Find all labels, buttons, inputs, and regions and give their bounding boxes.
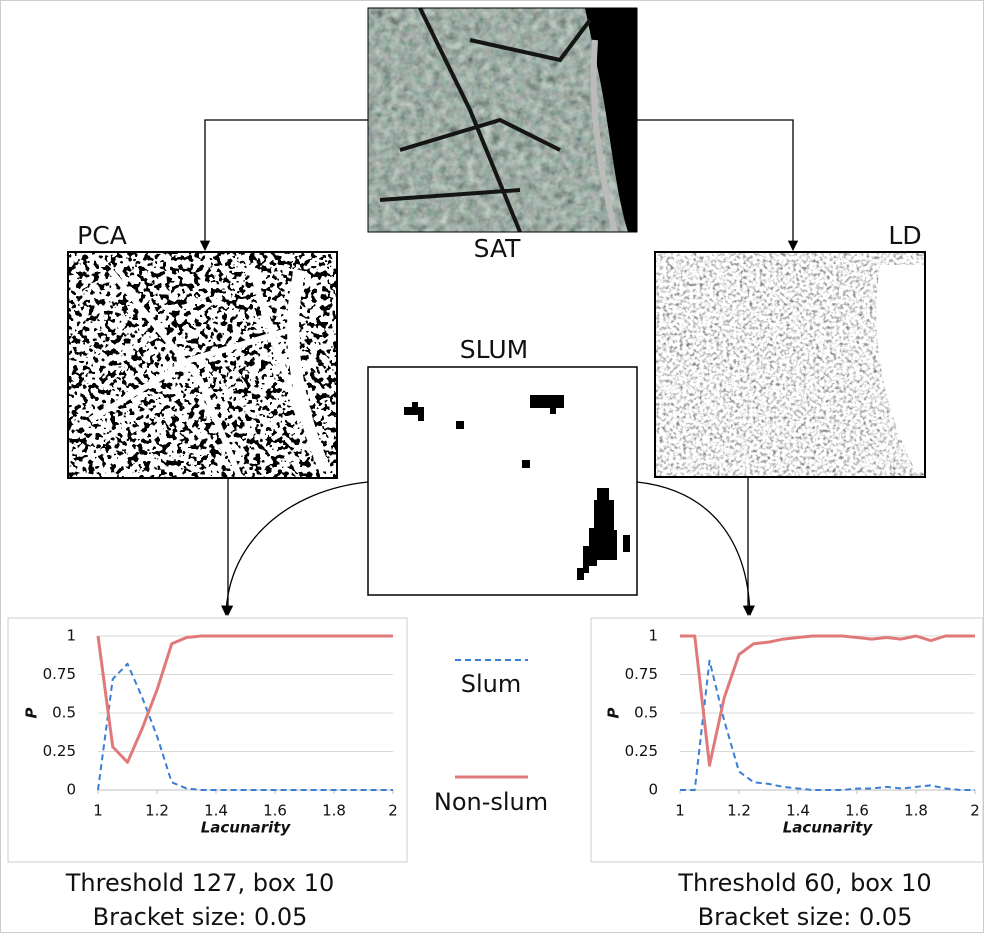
connectors	[199, 119, 799, 617]
y-tick-label: 1	[66, 627, 76, 645]
y-tick-label: 0.5	[52, 704, 76, 722]
y-tick-label: 0	[66, 781, 76, 799]
series-line	[96, 634, 393, 764]
caption: Bracket size: 0.05	[698, 903, 913, 931]
slum-label: SLUM	[460, 335, 528, 364]
chart-frame	[590, 617, 984, 863]
y-tick-label: 0.75	[625, 665, 658, 683]
y-tick-label: 0.25	[43, 742, 76, 760]
x-tick-label: 1.4	[204, 802, 228, 820]
legend-label: Slum	[461, 670, 522, 698]
y-tick-label: 0	[648, 781, 658, 799]
y-tick-label: 0.5	[634, 704, 658, 722]
y-tick-label: 1	[648, 627, 658, 645]
caption: Threshold 127, box 10	[65, 869, 335, 897]
pca-image	[67, 251, 338, 480]
ld-label: LD	[888, 221, 921, 250]
x-tick-label: 1	[93, 802, 103, 820]
x-tick-label: 1.4	[786, 802, 810, 820]
sat-label: SAT	[474, 234, 521, 263]
x-axis-label: Lacunarity	[783, 819, 874, 837]
series-line	[680, 634, 975, 767]
series-line	[97, 662, 393, 791]
y-axis-label: P	[605, 708, 623, 719]
x-axis-label: Lacunarity	[201, 819, 292, 837]
y-tick-label: 0.75	[43, 665, 76, 683]
y-tick-label: 0.25	[625, 742, 658, 760]
x-tick-label: 1	[675, 802, 685, 820]
x-tick-label: 1.2	[727, 802, 751, 820]
legend-label: Non-slum	[434, 788, 548, 816]
x-tick-label: 1.8	[322, 802, 346, 820]
pca-label: PCA	[77, 221, 127, 250]
caption: Bracket size: 0.05	[93, 903, 308, 931]
caption: Threshold 60, box 10	[677, 869, 931, 897]
x-tick-label: 1.6	[845, 802, 869, 820]
ld-image	[654, 251, 926, 478]
x-tick-label: 1.8	[904, 802, 928, 820]
x-tick-label: 2	[970, 802, 980, 820]
x-tick-label: 2	[388, 802, 398, 820]
x-tick-label: 1.2	[145, 802, 169, 820]
sat-image	[367, 7, 638, 233]
y-axis-label: P	[23, 708, 41, 719]
chart-frame	[7, 617, 408, 863]
x-tick-label: 1.6	[263, 802, 287, 820]
series-line	[680, 659, 975, 791]
slum-image	[367, 366, 638, 596]
